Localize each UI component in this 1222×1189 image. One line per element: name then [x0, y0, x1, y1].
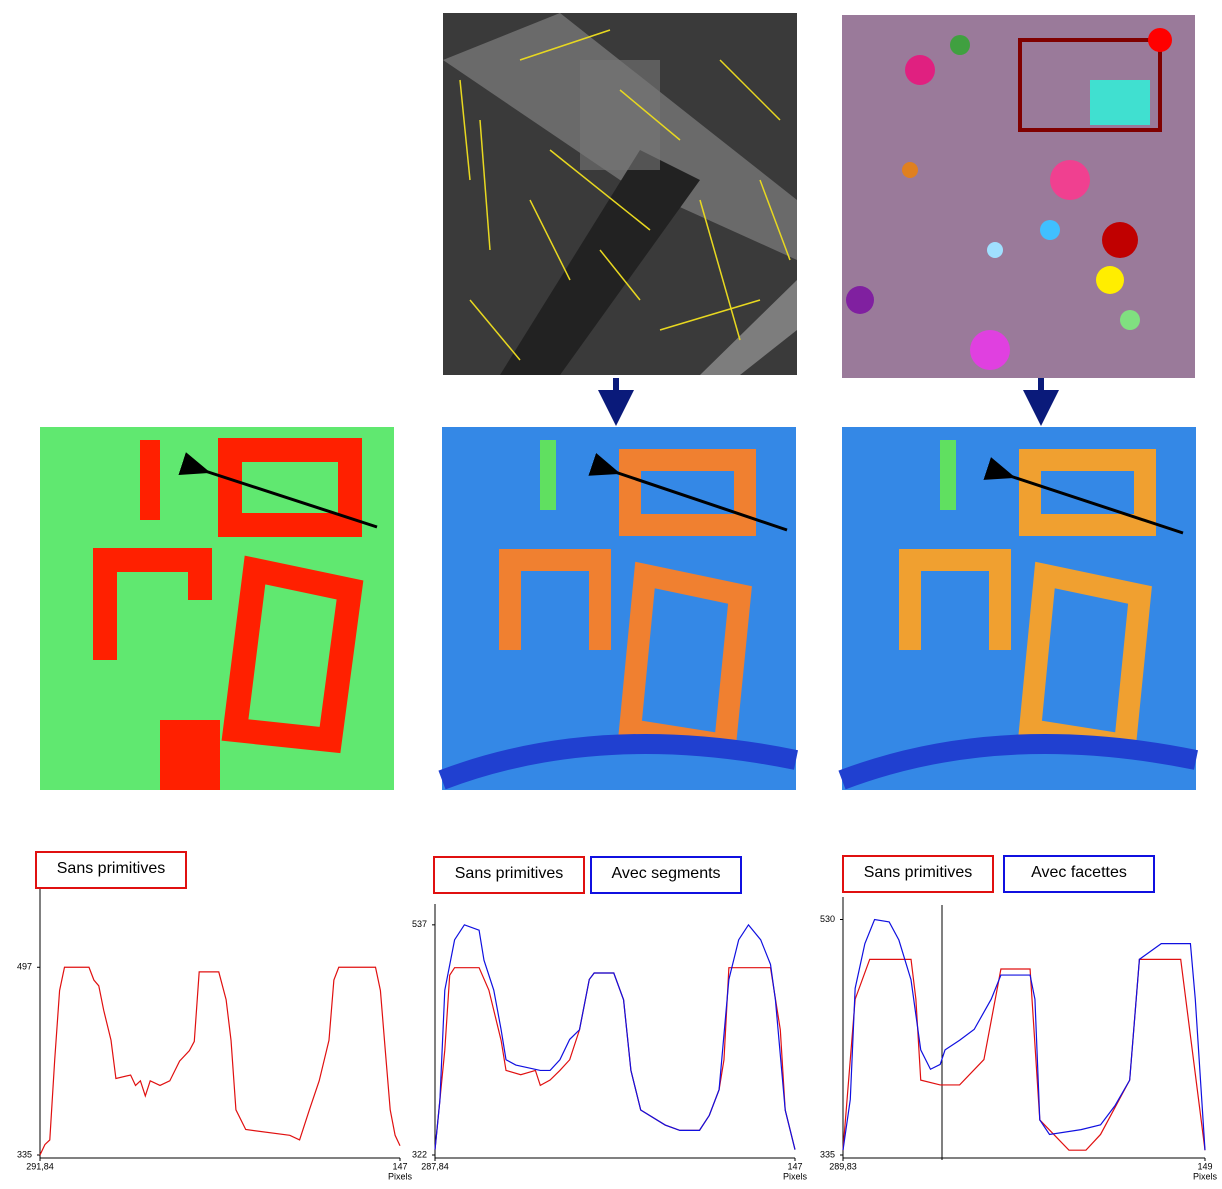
legend-box [433, 856, 585, 894]
legend-box [1003, 855, 1155, 893]
y-tick-label: 497 [17, 962, 32, 972]
profile-line [842, 918, 1206, 1151]
y-tick-label: 537 [412, 919, 427, 929]
x-tick-label: 287,84 [421, 1161, 449, 1171]
y-tick-label: 335 [17, 1149, 32, 1159]
x-tick-label: 291,84 [26, 1161, 54, 1171]
segmentation-image [842, 15, 1195, 378]
x-axis-label: Pixels [388, 1171, 413, 1181]
x-tick-label: 147 [392, 1161, 407, 1171]
x-axis-label: Pixels [783, 1171, 808, 1181]
legend-label: Sans primitives [455, 865, 563, 882]
x-tick-label: 149 [1197, 1161, 1212, 1171]
aerial-image [443, 13, 797, 375]
height-map [40, 427, 394, 790]
down-arrow [598, 378, 1059, 426]
profile-arrow [178, 452, 1184, 535]
y-tick-label: 322 [412, 1149, 427, 1159]
profile-line [434, 923, 796, 1150]
legend-label: Sans primitives [864, 864, 972, 881]
y-tick-label: 335 [820, 1149, 835, 1159]
height-map [838, 427, 1198, 790]
legend-label: Avec facettes [1031, 864, 1127, 881]
legend-box [590, 856, 742, 894]
height-map [438, 427, 798, 790]
x-tick-label: 147 [787, 1161, 802, 1171]
legend-label: Sans primitives [57, 860, 165, 877]
legend-box [35, 851, 187, 889]
profile-line [434, 967, 796, 1150]
x-axis-label: Pixels [1193, 1171, 1218, 1181]
profile-line [842, 958, 1206, 1151]
legend-label: Avec segments [611, 865, 720, 882]
x-tick-label: 289,83 [829, 1161, 857, 1171]
profile-line [39, 966, 401, 1156]
y-tick-label: 530 [820, 914, 835, 924]
legend-box [842, 855, 994, 893]
